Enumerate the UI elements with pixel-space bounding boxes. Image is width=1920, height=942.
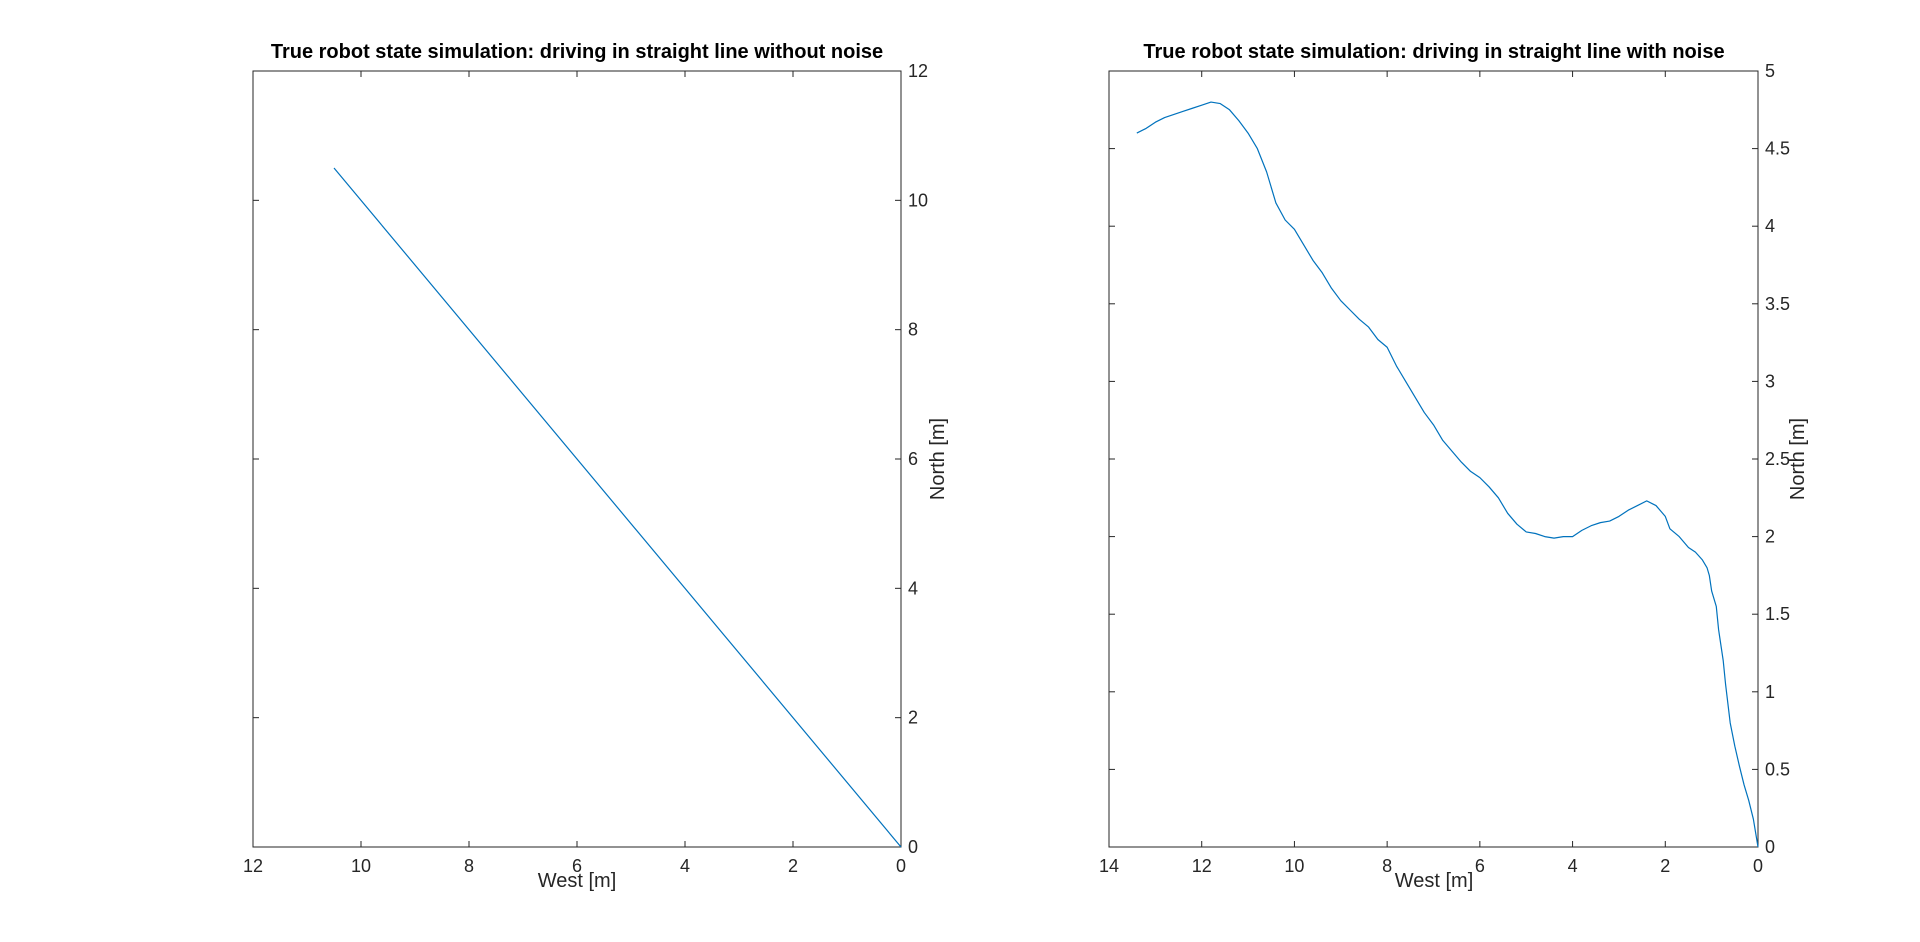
y-tick-label: 0 <box>908 837 918 857</box>
y-tick-label: 2 <box>1765 527 1775 547</box>
y-tick-label: 3 <box>1765 371 1775 391</box>
y-tick-label: 3.5 <box>1765 294 1790 314</box>
y-tick-label: 4 <box>1765 216 1775 236</box>
x-tick-label: 4 <box>1568 856 1578 876</box>
y-tick-label: 5 <box>1765 61 1775 81</box>
x-tick-label: 2 <box>1660 856 1670 876</box>
series-line-0 <box>1136 101 1759 848</box>
y-tick-label: 6 <box>908 449 918 469</box>
x-tick-label: 2 <box>788 856 798 876</box>
y-axis-label: North [m] <box>927 418 949 500</box>
x-axis-label: West [m] <box>1395 870 1474 892</box>
x-tick-label: 8 <box>1382 856 1392 876</box>
x-tick-label: 10 <box>1284 856 1304 876</box>
chart-title: True robot state simulation: driving in … <box>271 41 883 63</box>
y-tick-label: 0.5 <box>1765 759 1790 779</box>
chart-with-noise: True robot state simulation: driving in … <box>1099 41 1809 892</box>
x-tick-label: 6 <box>572 856 582 876</box>
y-tick-label: 4 <box>908 578 918 598</box>
x-axis-label: West [m] <box>538 870 617 892</box>
x-tick-label: 0 <box>896 856 906 876</box>
y-tick-label: 10 <box>908 190 928 210</box>
y-tick-label: 12 <box>908 61 928 81</box>
y-axis-label: North [m] <box>1787 418 1809 500</box>
x-tick-label: 8 <box>464 856 474 876</box>
plot-area-box <box>1108 70 1759 848</box>
x-tick-label: 12 <box>243 856 263 876</box>
y-tick-label: 1.5 <box>1765 604 1790 624</box>
series-group <box>1136 101 1759 848</box>
x-tick-label: 14 <box>1099 856 1119 876</box>
tick-group: 14 12 10 8 6 4 2 00 0.5 1 1.5 2 2.5 3 3.5 4 4.5 5 <box>1099 61 1790 876</box>
x-tick-label: 12 <box>1192 856 1212 876</box>
series-line-0 <box>333 167 902 848</box>
y-tick-label: 8 <box>908 320 918 340</box>
x-tick-label: 4 <box>680 856 690 876</box>
series-group <box>333 167 902 848</box>
tick-group: 12 10 8 6 4 2 00 2 4 6 8 10 12 <box>243 61 928 876</box>
y-tick-label: 2 <box>908 708 918 728</box>
x-tick-label: 0 <box>1753 856 1763 876</box>
chart-title: True robot state simulation: driving in … <box>1143 41 1724 63</box>
y-tick-label: 2.5 <box>1765 449 1790 469</box>
x-tick-label: 6 <box>1475 856 1485 876</box>
chart-without-noise: True robot state simulation: driving in … <box>243 41 949 892</box>
x-tick-label: 10 <box>351 856 371 876</box>
y-tick-label: 0 <box>1765 837 1775 857</box>
y-tick-label: 1 <box>1765 682 1775 702</box>
y-tick-label: 4.5 <box>1765 139 1790 159</box>
